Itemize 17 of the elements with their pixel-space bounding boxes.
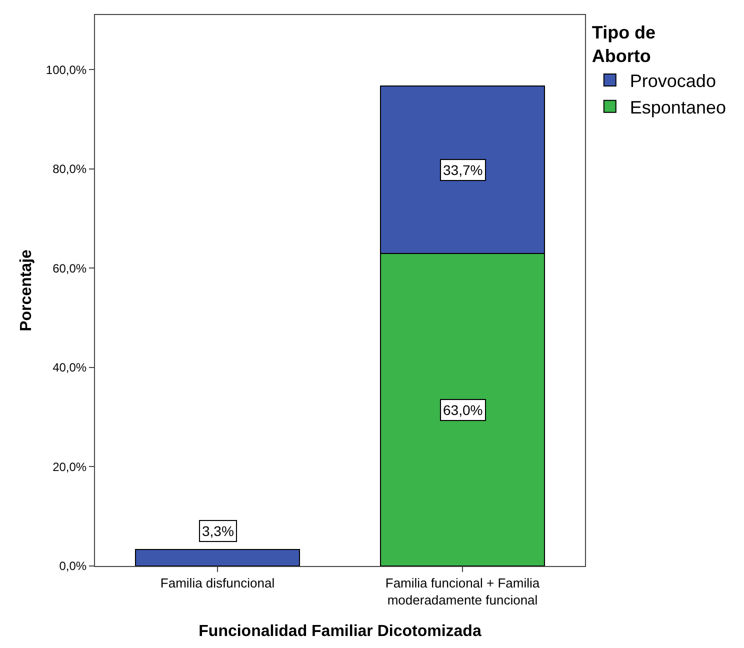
y-tick-label: 0,0% xyxy=(59,559,87,574)
x-tick-label: Familia funcional + Familia moderadamente funcional xyxy=(385,576,540,608)
legend-title: Tipo de Aborto xyxy=(592,22,656,66)
y-tick-label: 80,0% xyxy=(52,162,87,176)
bar xyxy=(134,549,300,566)
y-tick-label: 60,0% xyxy=(52,261,87,276)
x-axis-title: Funcionalidad Familiar Dicotomizada xyxy=(198,623,482,640)
data-label: 63,0% xyxy=(443,402,483,418)
x-tick-label: Familia disfuncional xyxy=(160,576,275,591)
legend-label: Espontaneo xyxy=(630,97,726,118)
y-axis-title: Porcentaje xyxy=(18,249,35,332)
data-label: 33,7% xyxy=(443,162,483,178)
legend-label: Provocado xyxy=(630,71,716,92)
y-tick-label: 20,0% xyxy=(52,460,87,474)
y-tick-label: 100,0% xyxy=(46,62,87,77)
data-label: 3,3% xyxy=(202,523,234,539)
y-tick-label: 40,0% xyxy=(52,360,87,375)
